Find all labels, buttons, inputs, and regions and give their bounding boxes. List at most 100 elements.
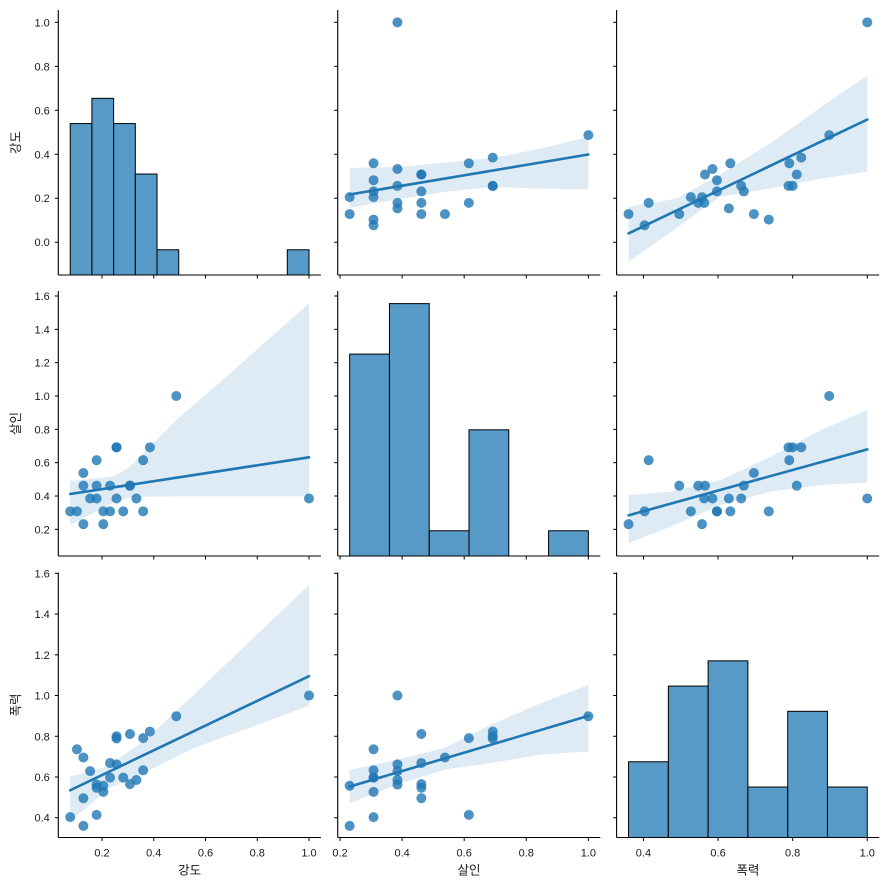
- hist-bar: [91, 97, 115, 276]
- regression-line: [348, 714, 590, 788]
- scatter-point: [78, 793, 89, 804]
- panel-0-1: [334, 10, 601, 279]
- y-tick-label: 0.8: [35, 424, 50, 436]
- ci-band: [349, 136, 589, 208]
- scatter-point: [738, 186, 749, 197]
- scatter-point: [105, 757, 116, 768]
- x-tick-label: 0.8: [519, 848, 534, 860]
- scatter-point: [674, 480, 685, 491]
- scatter-point: [736, 493, 747, 504]
- y-tick-label: 0.8: [35, 61, 50, 73]
- x-axis-label: 강도: [178, 863, 201, 878]
- scatter-point: [78, 468, 89, 478]
- scatter-point: [368, 744, 379, 755]
- scatter-point: [111, 493, 122, 504]
- scatter-point: [685, 192, 696, 203]
- scatter-point: [796, 442, 807, 453]
- panel-1-2: [613, 291, 880, 560]
- x-tick-label: 1.0: [860, 848, 875, 860]
- y-tick-label: 0.2: [35, 193, 50, 205]
- x-tick-label: 0.4: [146, 848, 161, 860]
- x-tick-label: 0.8: [250, 848, 265, 860]
- scatter-point: [787, 180, 798, 191]
- scatter-point: [105, 506, 116, 517]
- scatter-point: [111, 731, 122, 742]
- scatter-point: [784, 455, 795, 466]
- scatter-point: [791, 480, 802, 491]
- hist-bar: [113, 123, 136, 276]
- hist-bar: [548, 530, 589, 557]
- scatter-point: [416, 793, 427, 804]
- y-tick-label: 1.0: [35, 17, 50, 29]
- scatter-point: [71, 506, 82, 517]
- scatter-point: [65, 812, 76, 823]
- scatter-point: [700, 480, 711, 491]
- x-tick-label: 0.4: [636, 848, 651, 860]
- scatter-point: [700, 169, 711, 180]
- scatter-point: [711, 506, 722, 517]
- scatter-point: [416, 169, 427, 180]
- x-axis-label: 폭력: [736, 863, 759, 878]
- scatter-point: [416, 186, 427, 197]
- scatter-point: [144, 726, 155, 737]
- x-tick-label: 0.8: [785, 848, 800, 860]
- y-tick-label: 0.0: [35, 237, 50, 249]
- x-tick-label: 0.6: [710, 848, 725, 860]
- y-axis-label: 폭력: [8, 693, 23, 716]
- hist-bar: [667, 685, 709, 838]
- hist-bar: [428, 530, 470, 557]
- panel-1-1: [334, 291, 601, 560]
- scatter-point: [118, 772, 129, 783]
- ci-band: [70, 584, 309, 822]
- scatter-point: [416, 729, 427, 740]
- scatter-point: [303, 493, 314, 504]
- scatter-point: [344, 820, 355, 831]
- scatter-point: [699, 197, 710, 208]
- scatter-point: [862, 17, 873, 28]
- scatter-point: [796, 152, 807, 163]
- hist-bar: [628, 761, 669, 838]
- ci-band: [628, 75, 868, 262]
- scatter-point: [138, 455, 149, 466]
- hist-bar: [787, 710, 828, 838]
- scatter-point: [763, 214, 774, 225]
- scatter-point: [138, 733, 149, 744]
- scatter-point: [725, 158, 736, 169]
- scatter-point: [138, 765, 149, 776]
- scatter-point: [583, 130, 594, 141]
- scatter-point: [643, 455, 654, 466]
- scatter-point: [138, 506, 149, 517]
- y-tick-label: 1.6: [35, 568, 50, 580]
- scatter-point: [368, 158, 379, 169]
- x-tick-label: 1.0: [581, 848, 596, 860]
- y-tick-label: 1.0: [35, 391, 50, 403]
- scatter-point: [697, 519, 708, 530]
- scatter-point: [368, 765, 379, 776]
- scatter-point: [368, 175, 379, 186]
- scatter-point: [124, 729, 135, 740]
- scatter-point: [416, 209, 427, 220]
- hist-bar: [707, 660, 749, 838]
- y-tick-label: 0.8: [35, 731, 50, 743]
- hist-bar: [826, 786, 868, 838]
- scatter-point: [392, 203, 403, 214]
- scatter-point: [71, 744, 82, 755]
- scatter-point: [344, 209, 355, 220]
- y-tick-label: 1.4: [35, 324, 50, 336]
- hist-bar: [349, 353, 390, 557]
- regression-line: [348, 153, 590, 196]
- y-tick-label: 0.2: [35, 524, 50, 536]
- y-axis-label: 강도: [8, 131, 23, 154]
- scatter-point: [368, 786, 379, 797]
- scatter-point: [439, 209, 450, 220]
- scatter-point: [392, 775, 403, 786]
- scatter-point: [487, 726, 498, 737]
- scatter-point: [91, 779, 102, 790]
- x-tick-label: 1.0: [301, 848, 316, 860]
- hist-bar: [388, 303, 430, 557]
- scatter-point: [463, 733, 474, 744]
- hist-bar: [468, 429, 510, 557]
- y-tick-label: 0.6: [35, 772, 50, 784]
